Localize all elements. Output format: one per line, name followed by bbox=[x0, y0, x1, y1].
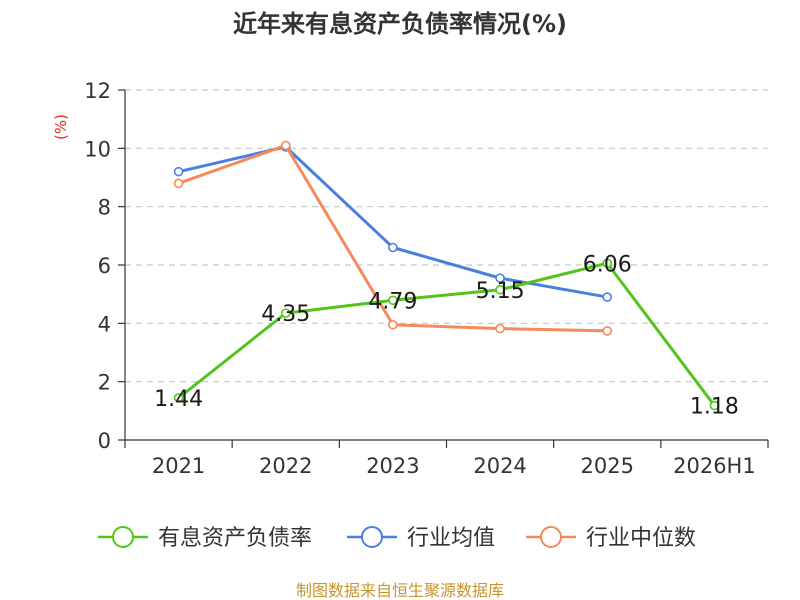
y-tick-label: 12 bbox=[84, 79, 111, 103]
data-label: 6.06 bbox=[583, 252, 632, 277]
data-point bbox=[388, 319, 398, 330]
x-tick-label: 2023 bbox=[366, 454, 419, 478]
y-tick-label: 0 bbox=[98, 429, 111, 453]
data-point bbox=[602, 326, 613, 336]
series-2 bbox=[173, 140, 613, 336]
legend-marker bbox=[540, 526, 562, 548]
data-point bbox=[173, 166, 184, 177]
y-tick-label: 6 bbox=[98, 254, 111, 278]
y-axis-label: (%) bbox=[52, 114, 70, 140]
data-point bbox=[388, 242, 398, 253]
source-note: 制图数据来自恒生聚源数据库 bbox=[296, 581, 504, 600]
x-tick-label: 2024 bbox=[473, 454, 526, 478]
y-tick-label: 8 bbox=[98, 196, 111, 220]
legend-item: 行业中位数 bbox=[526, 526, 696, 551]
data-point bbox=[602, 258, 613, 269]
series-layer bbox=[173, 140, 720, 411]
y-tick-label: 4 bbox=[98, 312, 111, 336]
data-point bbox=[280, 308, 291, 318]
legend: 有息资产负债率 行业均值 行业中位数 bbox=[98, 526, 696, 551]
y-tick-label: 10 bbox=[84, 137, 111, 161]
data-point bbox=[602, 292, 613, 302]
data-point bbox=[173, 178, 184, 189]
legend-item: 行业均值 bbox=[347, 526, 495, 551]
data-point bbox=[495, 323, 505, 334]
gridlines bbox=[125, 89, 768, 383]
series-0 bbox=[173, 258, 720, 411]
series-line bbox=[178, 145, 608, 299]
axes: 0 2 4 6 8 10 12 2021 2022 2023 2024 2025 2026H1 bbox=[84, 79, 769, 478]
data-point bbox=[495, 284, 505, 295]
data-labels: 1.44 4.35 4.79 5.15 6.06 1.18 bbox=[154, 252, 739, 419]
data-point bbox=[173, 393, 184, 403]
data-label: 4.79 bbox=[368, 289, 417, 314]
data-point bbox=[388, 295, 398, 306]
legend-label: 行业中位数 bbox=[586, 526, 696, 551]
data-label: 4.35 bbox=[261, 302, 310, 327]
legend-marker bbox=[361, 526, 383, 548]
data-label: 1.44 bbox=[154, 387, 203, 412]
legend-label: 有息资产负债率 bbox=[158, 526, 312, 551]
data-point bbox=[495, 273, 505, 283]
legend-item: 有息资产负债率 bbox=[98, 526, 312, 551]
data-label: 1.18 bbox=[690, 395, 739, 420]
data-label: 5.15 bbox=[476, 279, 525, 304]
data-point bbox=[709, 400, 720, 411]
x-tick-label: 2025 bbox=[581, 454, 634, 478]
series-line bbox=[177, 261, 716, 407]
legend-marker bbox=[112, 526, 134, 548]
legend-label: 行业均值 bbox=[407, 526, 495, 551]
x-tick-label: 2021 bbox=[152, 454, 205, 478]
x-tick-label: 2022 bbox=[259, 454, 312, 478]
chart-title: 近年来有息资产负债率情况(%) bbox=[233, 10, 567, 38]
data-point bbox=[280, 140, 291, 151]
y-tick-label: 2 bbox=[98, 371, 111, 395]
x-tick-label: 2026H1 bbox=[673, 454, 756, 478]
